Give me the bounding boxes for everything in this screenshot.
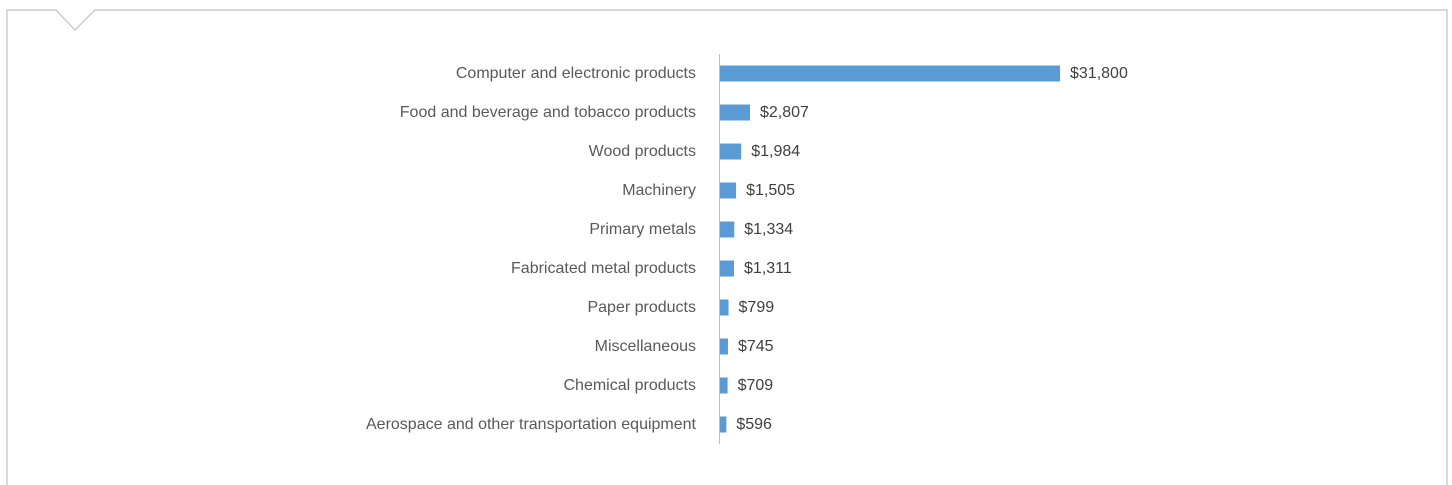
bars-group — [720, 65, 1060, 433]
value-label: $799 — [739, 299, 775, 316]
value-labels: $31,800 $2,807 $1,984 $1,505 $1,334 $1,311 $79… — [736, 65, 1128, 433]
category-label: Machinery — [622, 182, 696, 199]
category-label: Wood products — [589, 143, 696, 160]
bar — [720, 299, 729, 316]
value-label: $31,800 — [1070, 65, 1128, 82]
category-labels: Computer and electronic products Food and… — [366, 65, 697, 433]
bar — [720, 221, 735, 238]
category-label: Primary metals — [589, 221, 696, 238]
value-label: $1,334 — [744, 221, 793, 238]
frame-border — [6, 9, 1448, 485]
value-label: $2,807 — [760, 104, 809, 121]
bar — [720, 377, 728, 394]
value-label: $1,311 — [744, 260, 792, 277]
value-label: $1,984 — [751, 143, 800, 160]
category-label: Fabricated metal products — [511, 260, 696, 277]
bar — [720, 338, 728, 355]
value-label: $709 — [738, 377, 774, 394]
category-label: Aerospace and other transportation equip… — [366, 416, 697, 433]
category-label: Miscellaneous — [595, 338, 696, 355]
bar — [720, 182, 737, 199]
bar — [720, 65, 1060, 82]
bar — [720, 143, 742, 160]
bar — [720, 260, 735, 277]
category-label: Paper products — [587, 299, 696, 316]
category-label: Computer and electronic products — [456, 65, 696, 82]
bar — [720, 416, 727, 433]
value-label: $596 — [736, 416, 772, 433]
value-label: $745 — [738, 338, 774, 355]
category-label: Chemical products — [564, 377, 697, 394]
value-label: $1,505 — [746, 182, 795, 199]
category-label: Food and beverage and tobacco products — [400, 104, 696, 121]
bar — [720, 104, 751, 121]
